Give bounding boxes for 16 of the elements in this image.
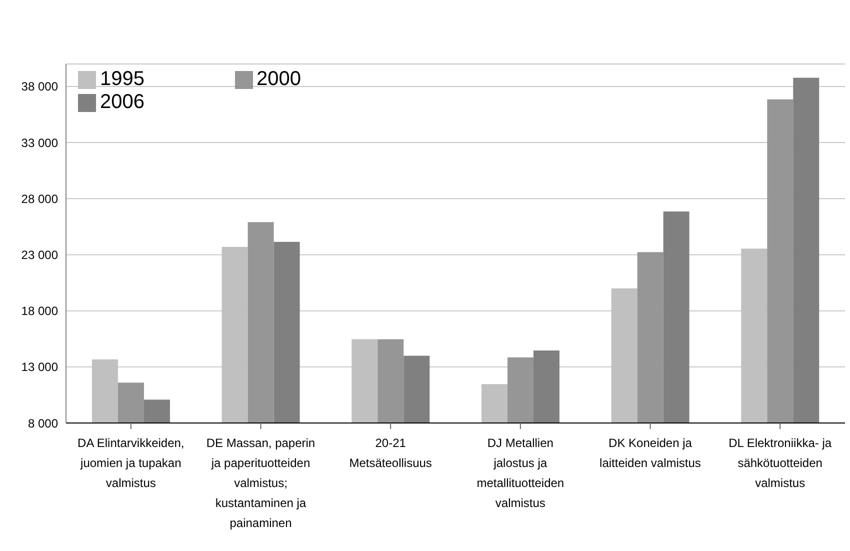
y-tick-label: 8 000	[28, 416, 58, 430]
x-tick-label: DE Massan, paperin ja paperituotteiden valmistus; kustantaminen ja painaminen	[206, 436, 316, 530]
legend-label: 1995	[100, 68, 144, 90]
y-tick-label: 23 000	[21, 248, 58, 262]
y-tick-label: 18 000	[21, 304, 58, 318]
y-tick-label: 13 000	[21, 360, 58, 374]
legend-label: 2000	[256, 68, 301, 90]
y-tick-label: 38 000	[21, 80, 58, 94]
x-tick-label: DL Elektroniikka- ja sähkötuotteiden valmistus	[728, 436, 832, 490]
x-tick-label: 20-21 Metsäteollisuus	[349, 436, 432, 470]
x-tick-label: DK Koneiden ja laitteiden valmistus	[600, 436, 701, 470]
y-tick-label: 33 000	[21, 136, 58, 150]
x-tick-label: DA Elintarvikkeiden, juomien ja tupakan valmistus	[78, 436, 184, 490]
x-tick-label: DJ Metallien jalostus ja metallituotteiden valmistus	[476, 436, 564, 510]
legend-label: 2006	[100, 91, 144, 113]
y-tick-label: 28 000	[21, 192, 58, 206]
